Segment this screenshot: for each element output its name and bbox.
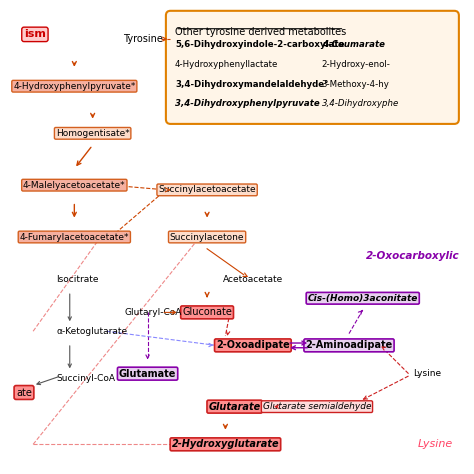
Text: 4-Coumarate: 4-Coumarate xyxy=(321,40,384,49)
Text: Succinylacetoacetate: Succinylacetoacetate xyxy=(158,185,256,194)
Text: Succinyl-CoA: Succinyl-CoA xyxy=(56,374,115,383)
Text: 3-Methoxy-4-hy: 3-Methoxy-4-hy xyxy=(321,80,390,89)
Text: Glutarate semialdehyde: Glutarate semialdehyde xyxy=(263,402,371,411)
Text: 2-Oxoadipate: 2-Oxoadipate xyxy=(216,340,290,350)
Text: Cis-(Homo)3aconitate: Cis-(Homo)3aconitate xyxy=(308,294,418,303)
Text: Gluconate: Gluconate xyxy=(182,308,232,318)
Text: Lysine: Lysine xyxy=(418,439,453,449)
Text: 3,4-Dihydroxymandelaldehyde°: 3,4-Dihydroxymandelaldehyde° xyxy=(175,80,328,89)
Text: Succinylacetone: Succinylacetone xyxy=(170,233,244,241)
Text: 3,4-Dihydroxyphe: 3,4-Dihydroxyphe xyxy=(321,100,399,109)
Text: Other tyrosine derived metabolites: Other tyrosine derived metabolites xyxy=(175,27,346,37)
Text: 2-Hydroxy-enol-: 2-Hydroxy-enol- xyxy=(321,60,391,69)
Text: Isocitrate: Isocitrate xyxy=(56,275,99,284)
Text: Tyrosine: Tyrosine xyxy=(123,34,163,44)
Text: ism: ism xyxy=(24,29,46,39)
Text: ate: ate xyxy=(16,388,32,398)
Text: 2-Oxocarboxylic: 2-Oxocarboxylic xyxy=(366,251,460,261)
Text: 4-Hydroxyphenyllactate: 4-Hydroxyphenyllactate xyxy=(175,60,278,69)
Text: 3,4-Dihydroxyphenylpyruvate: 3,4-Dihydroxyphenylpyruvate xyxy=(175,100,320,109)
Text: 2-Aminoadipate: 2-Aminoadipate xyxy=(305,340,392,350)
FancyBboxPatch shape xyxy=(166,11,459,124)
Text: Homogentisate*: Homogentisate* xyxy=(56,129,129,138)
Text: 4-Hydroxyphenylpyruvate*: 4-Hydroxyphenylpyruvate* xyxy=(13,82,136,91)
Text: 5,6-Dihydroxyindole-2-carboxylate: 5,6-Dihydroxyindole-2-carboxylate xyxy=(175,40,345,49)
Text: Acetoacetate: Acetoacetate xyxy=(223,275,283,284)
Text: α-Ketoglutarate: α-Ketoglutarate xyxy=(56,327,127,336)
Text: 2-Hydroxyglutarate: 2-Hydroxyglutarate xyxy=(172,439,279,449)
Text: Glutamate: Glutamate xyxy=(119,369,176,379)
Text: 4-Fumarylacetoacetate*: 4-Fumarylacetoacetate* xyxy=(19,233,129,241)
Text: Glutarate: Glutarate xyxy=(209,401,261,411)
Text: Glutaryl-CoA: Glutaryl-CoA xyxy=(125,308,182,317)
Text: 4-Malelyacetoacetate*: 4-Malelyacetoacetate* xyxy=(23,181,126,190)
Text: Lysine: Lysine xyxy=(413,369,441,378)
